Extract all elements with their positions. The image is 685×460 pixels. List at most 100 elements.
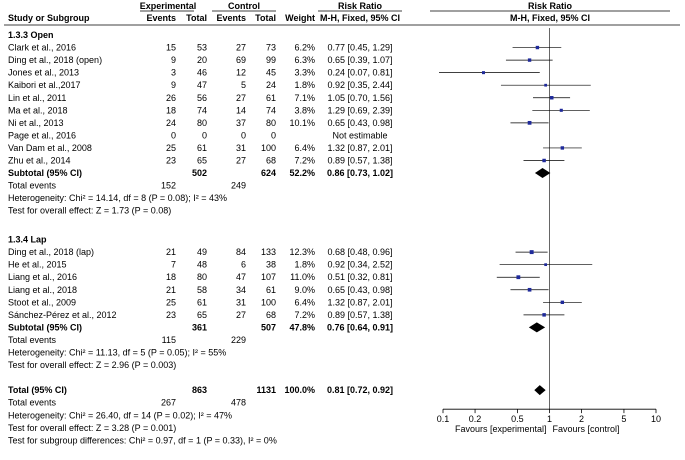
total-experimental: 56: [197, 93, 207, 103]
total-control: 45: [266, 68, 276, 78]
events-experimental: 24: [166, 118, 176, 128]
header: Experimental Control Risk Ratio Risk Rat…: [4, 1, 680, 26]
total-control: 0: [271, 130, 276, 140]
study-ci-text: 1.29 [0.69, 2.39]: [327, 105, 392, 115]
study-weight: 7.2%: [294, 156, 315, 166]
study-weight: 9.0%: [294, 285, 315, 295]
study-weight: 10.1%: [289, 118, 315, 128]
study-weight: 3.3%: [294, 68, 315, 78]
study-weight: 7.2%: [294, 310, 315, 320]
events-control: 34: [236, 285, 246, 295]
study-weight: 6.4%: [294, 143, 315, 153]
total-events-control: 478: [231, 398, 246, 408]
study-ci-text: 0.92 [0.34, 2.52]: [327, 260, 392, 270]
total-label: Total (95% CI): [8, 385, 67, 395]
header-group-experimental: Experimental: [140, 1, 197, 11]
study-marker: [516, 275, 521, 280]
subtotal-ci-text: 0.86 [0.73, 1.02]: [327, 168, 393, 178]
subgroup-total-events-control: 249: [231, 181, 246, 191]
total-control: 73: [266, 43, 276, 53]
events-experimental: 9: [171, 80, 176, 90]
header-total-e: Total: [186, 13, 207, 23]
header-group-rr-plot: Risk Ratio: [528, 1, 573, 11]
study-marker: [544, 263, 548, 267]
study-name: Lin et al., 2011: [8, 93, 66, 103]
events-experimental: 25: [166, 143, 176, 153]
total-control: 68: [266, 310, 276, 320]
total-experimental: 74: [197, 105, 207, 115]
total-events-experimental: 267: [161, 398, 176, 408]
study-name: Ma et al., 2018: [8, 105, 68, 115]
subgroup-overall-test: Test for overall effect: Z = 1.73 (P = 0…: [8, 206, 171, 216]
total-experimental: 49: [197, 247, 207, 257]
events-experimental: 21: [166, 285, 176, 295]
study-ci-text: 0.77 [0.45, 1.29]: [327, 43, 392, 53]
total-control: 100: [261, 143, 276, 153]
study-ci-text: 0.65 [0.43, 0.98]: [327, 118, 392, 128]
study-name: Ding et al., 2018 (lap): [8, 247, 94, 257]
study-marker: [559, 108, 563, 112]
study-name: Ding et al., 2018 (open): [8, 55, 102, 65]
subtotal-weight: 47.8%: [289, 322, 315, 332]
forest-axis: 0.1 0.2 0.5 1 2 5 10 Favours [experimental] Favo…: [437, 28, 661, 434]
events-control: 27: [236, 310, 246, 320]
study-marker: [560, 300, 565, 305]
events-control: 0: [241, 130, 246, 140]
header-method-text: M-H, Fixed, 95% CI: [320, 13, 400, 23]
total-experimental: 53: [197, 43, 207, 53]
total-control: 99: [266, 55, 276, 65]
study-marker: [542, 313, 546, 317]
events-control: 31: [236, 143, 246, 153]
total-weight: 100.0%: [284, 385, 315, 395]
events-control: 5: [241, 80, 246, 90]
subtotal-label: Subtotal (95% CI): [8, 322, 82, 332]
events-control: 27: [236, 43, 246, 53]
footer-line: Heterogeneity: Chi² = 26.40, df = 14 (P …: [8, 410, 232, 420]
study-marker: [560, 146, 565, 150]
study-name: Jones et al., 2013: [8, 68, 79, 78]
subtotal-total-control: 624: [261, 168, 276, 178]
study-ci-text: 0.51 [0.32, 0.81]: [327, 272, 392, 282]
total-experimental: 61: [197, 297, 207, 307]
footer-line: Test for subgroup differences: Chi² = 0.…: [8, 435, 277, 445]
study-ci-text: 0.24 [0.07, 0.81]: [327, 68, 392, 78]
header-group-rr-text: Risk Ratio: [338, 1, 383, 11]
study-name: Liang et al., 2016: [8, 272, 77, 282]
subgroup-total-events-experimental: 115: [162, 335, 176, 345]
study-name: He et al., 2015: [8, 260, 67, 270]
subgroup-total-events-control: 229: [231, 335, 246, 345]
total-experimental: 20: [197, 55, 207, 65]
events-control: 37: [236, 118, 246, 128]
events-experimental: 9: [171, 55, 176, 65]
total-control: 61: [266, 285, 276, 295]
events-control: 69: [236, 55, 246, 65]
study-ci-text: 1.32 [0.87, 2.01]: [327, 143, 392, 153]
subtotal-ci-text: 0.76 [0.64, 0.91]: [327, 322, 393, 332]
study-ci-text: 1.32 [0.87, 2.01]: [327, 297, 392, 307]
study-marker: [529, 250, 534, 255]
subgroup-total-events-label: Total events: [8, 181, 57, 191]
study-marker: [527, 120, 532, 125]
total-control: 74: [266, 105, 276, 115]
x-tick-label: 2: [579, 414, 584, 424]
total-control: 133: [261, 247, 276, 257]
footer-line: Test for overall effect: Z = 3.28 (P = 0…: [8, 423, 176, 433]
events-experimental: 15: [166, 43, 176, 53]
header-group-control: Control: [228, 1, 260, 11]
total-control: 38: [266, 260, 276, 270]
header-method-plot: M-H, Fixed, 95% CI: [510, 13, 590, 23]
study-ci-text: 0.68 [0.48, 0.96]: [327, 247, 392, 257]
study-weight: 3.8%: [294, 105, 315, 115]
total-control: 68: [266, 156, 276, 166]
total-total-control: 1131: [256, 385, 276, 395]
study-marker: [542, 158, 546, 163]
study-ci-text: Not estimable: [332, 130, 387, 140]
study-ci-text: 0.89 [0.57, 1.38]: [327, 310, 392, 320]
study-name: Kaibori et al.,2017: [8, 80, 81, 90]
total-control: 61: [266, 93, 276, 103]
events-control: 27: [236, 156, 246, 166]
events-control: 47: [236, 272, 246, 282]
total-experimental: 58: [197, 285, 207, 295]
study-name: Page et al., 2016: [8, 130, 76, 140]
favours-left-label: Favours [experimental]: [455, 424, 547, 434]
